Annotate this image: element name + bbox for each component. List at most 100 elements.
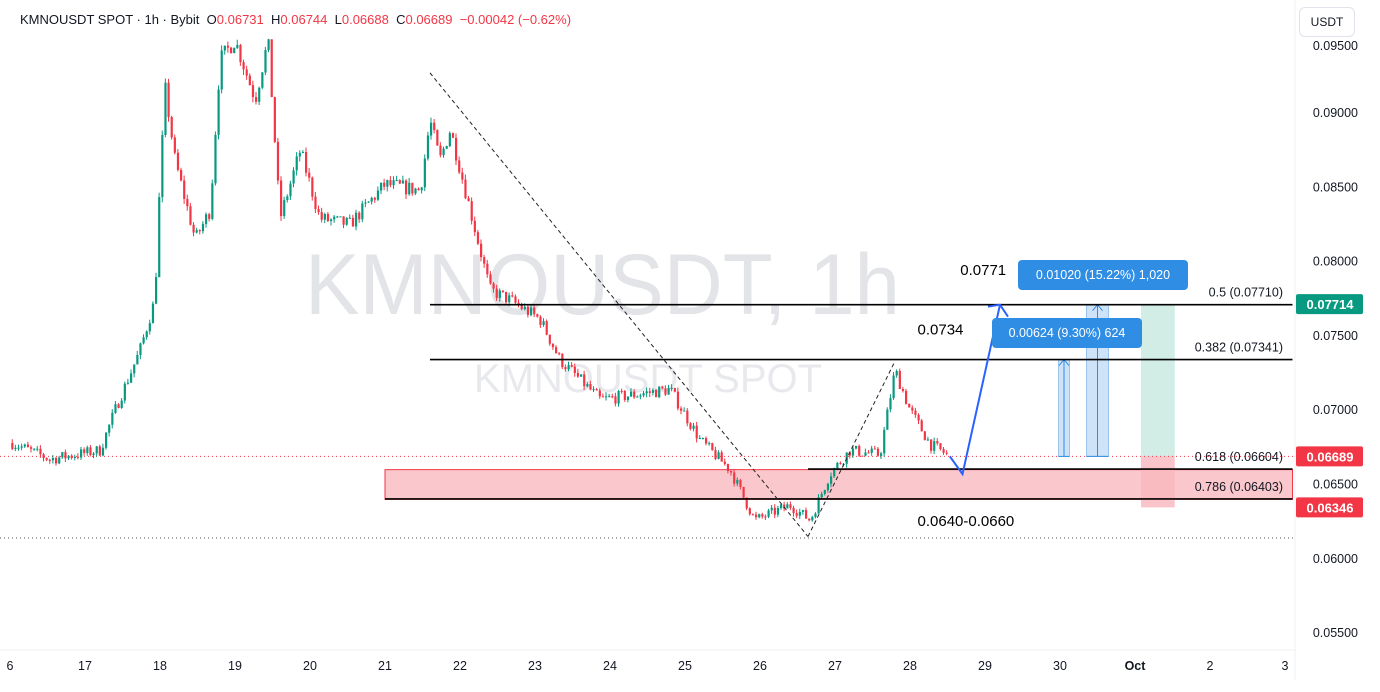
- candle-up: [286, 196, 289, 201]
- candle-down: [839, 462, 842, 464]
- price-tick: 0.09000: [1313, 106, 1358, 120]
- candle-down: [533, 307, 536, 315]
- candle-down: [689, 423, 692, 429]
- candle-up: [114, 404, 117, 413]
- candle-down: [167, 82, 170, 118]
- candle-down: [192, 224, 195, 233]
- price-badge: [1296, 497, 1363, 518]
- candle-down: [942, 449, 945, 453]
- candle-up: [630, 391, 633, 397]
- candle-up: [380, 182, 383, 191]
- candle-down: [648, 391, 651, 393]
- candle-down: [514, 296, 517, 303]
- candle-up: [283, 200, 286, 217]
- candle-up: [236, 45, 239, 48]
- candle-down: [476, 232, 480, 244]
- candle-down: [561, 353, 564, 368]
- candle-up: [780, 504, 783, 509]
- candle-up: [195, 230, 198, 233]
- candle-up: [423, 158, 426, 188]
- candle-down: [351, 217, 355, 227]
- time-tick: 29: [978, 659, 992, 673]
- candle-down: [248, 75, 251, 86]
- time-tick: 24: [603, 659, 617, 673]
- candle-up: [164, 82, 167, 136]
- candle-down: [936, 441, 939, 444]
- candle-down: [45, 458, 48, 460]
- candle-up: [23, 444, 26, 447]
- candle-down: [98, 446, 101, 456]
- candle-up: [889, 398, 892, 410]
- price-axis[interactable]: 0.09500 0.09000 0.08500 0.08000 0.07500 0.070…: [1296, 39, 1363, 640]
- candle-up: [776, 508, 780, 515]
- candle-down: [867, 452, 870, 454]
- candle-down: [808, 518, 811, 521]
- trend-line: [429, 72, 809, 537]
- candle-down: [483, 257, 486, 264]
- candle-up: [736, 479, 739, 484]
- price-annotation: 0.0771: [960, 262, 1006, 279]
- candle-up: [292, 170, 295, 184]
- candle-up: [92, 453, 95, 456]
- price-badge-label: 0.06346: [1307, 500, 1354, 515]
- candle-down: [480, 243, 483, 258]
- candle-up: [211, 183, 214, 219]
- candle-up: [323, 213, 326, 220]
- trend-line: [807, 360, 896, 537]
- candle-up: [395, 180, 398, 182]
- candle-down: [398, 180, 401, 184]
- candle-down: [898, 370, 901, 390]
- candle-up: [933, 441, 936, 451]
- candle-down: [245, 69, 248, 76]
- candle-up: [158, 197, 161, 278]
- candle-up: [217, 89, 220, 135]
- candle-up: [670, 388, 673, 390]
- candle-up: [830, 476, 833, 484]
- arrow-head-icon: [987, 303, 1009, 318]
- candle-down: [611, 396, 614, 398]
- candles: [11, 38, 948, 522]
- time-tick: 18: [153, 659, 167, 673]
- candle-down: [176, 152, 180, 170]
- candle-up: [133, 364, 136, 374]
- candle-down: [705, 438, 708, 444]
- open-value: 0.06731: [216, 12, 264, 27]
- change-value: −0.00042 (−0.62%): [459, 12, 572, 27]
- price-tick: 0.09500: [1313, 39, 1358, 53]
- price-tick: 0.07000: [1313, 403, 1358, 417]
- candle-up: [220, 50, 223, 90]
- time-tick: 20: [303, 659, 317, 673]
- candle-up: [770, 507, 773, 511]
- candle-up: [401, 180, 405, 184]
- price-annotation: 0.0640-0.0660: [918, 513, 1015, 530]
- candle-down: [673, 388, 676, 392]
- candle-up: [626, 396, 630, 400]
- candle-down: [255, 97, 258, 102]
- time-tick: 25: [678, 659, 692, 673]
- candle-up: [142, 337, 145, 344]
- candle-down: [664, 388, 667, 395]
- candle-up: [798, 511, 801, 516]
- candle-up: [101, 447, 105, 456]
- candle-down: [314, 196, 317, 210]
- time-axis[interactable]: 6 17 18 19 20 21 22 23 24 25 26 27 28 29 30 Oct 2 3: [7, 659, 1289, 673]
- candle-up: [667, 388, 670, 395]
- candle-up: [717, 452, 720, 459]
- candle-down: [623, 391, 626, 400]
- high-label: H: [271, 12, 281, 27]
- fib-level-label: 0.5 (0.07710): [1209, 286, 1283, 300]
- time-tick: 17: [78, 659, 92, 673]
- candle-down: [226, 45, 230, 48]
- time-tick: 19: [228, 659, 242, 673]
- candle-up: [61, 452, 64, 458]
- candle-up: [580, 374, 583, 377]
- candle-down: [411, 182, 414, 194]
- candle-down: [748, 508, 751, 515]
- candle-up: [692, 425, 695, 429]
- candle-down: [914, 410, 917, 415]
- candle-up: [814, 513, 817, 517]
- candle-down: [464, 179, 467, 199]
- currency-button[interactable]: USDT: [1299, 7, 1355, 37]
- candle-up: [811, 516, 814, 521]
